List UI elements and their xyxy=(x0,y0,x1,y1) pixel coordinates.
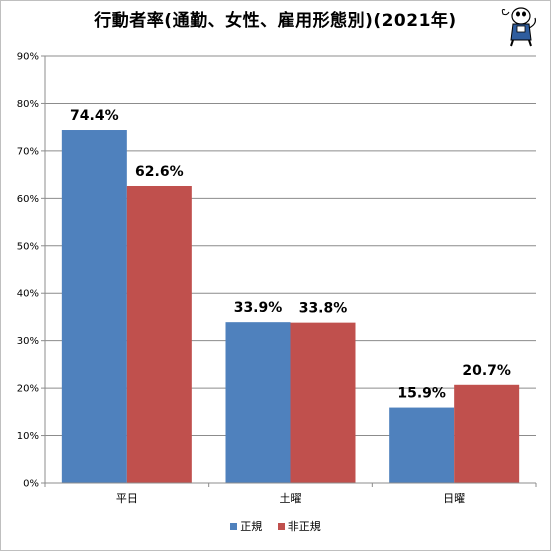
y-tick-label: 50% xyxy=(17,241,39,252)
legend-label-non-regular: 非正規 xyxy=(287,520,321,533)
bar-non-regular xyxy=(126,185,192,483)
mascot-character-icon xyxy=(501,7,536,47)
y-tick-label: 30% xyxy=(17,336,39,347)
legend-item-regular: 正規 xyxy=(230,518,262,534)
legend-item-non-regular: 非正規 xyxy=(277,518,321,534)
bar-regular xyxy=(61,130,127,483)
x-category-label: 平日 xyxy=(116,492,138,505)
y-tick-label: 60% xyxy=(17,194,39,205)
data-label: 62.6% xyxy=(135,164,184,180)
legend-label-regular: 正規 xyxy=(240,520,263,533)
x-category-label: 土曜 xyxy=(280,492,302,505)
legend-swatch-non-regular xyxy=(277,522,285,530)
legend-swatch-regular xyxy=(230,522,238,530)
y-tick-label: 40% xyxy=(17,289,39,300)
axes: 0% 10% 20% 30% 40% 50% 60% 70% 80% 90% 平日 土曜 日曜 xyxy=(17,52,537,505)
legend: 正規 非正規 xyxy=(0,518,551,534)
data-labels: 74.4% 62.6% 33.9% 33.8% 15.9% 20.7% xyxy=(70,108,511,402)
data-label: 74.4% xyxy=(70,108,119,124)
y-tick-label: 70% xyxy=(17,146,39,157)
bar-non-regular xyxy=(290,322,356,483)
y-tick-label: 20% xyxy=(17,384,39,395)
y-tick-label: 80% xyxy=(17,99,39,110)
data-label: 15.9% xyxy=(397,386,446,402)
bar-regular xyxy=(389,407,455,483)
y-tick-label: 90% xyxy=(17,52,39,63)
bar-non-regular xyxy=(454,384,520,483)
data-label: 20.7% xyxy=(462,363,511,379)
data-label: 33.9% xyxy=(234,300,283,316)
bar-regular xyxy=(225,322,291,483)
chart-title: 行動者率(通勤、女性、雇用形態別)(2021年) xyxy=(94,11,457,31)
data-label: 33.8% xyxy=(299,301,348,317)
y-tick-label: 10% xyxy=(17,431,39,442)
y-tick-label: 0% xyxy=(23,479,39,490)
bars xyxy=(61,130,520,483)
x-category-label: 日曜 xyxy=(443,492,465,505)
